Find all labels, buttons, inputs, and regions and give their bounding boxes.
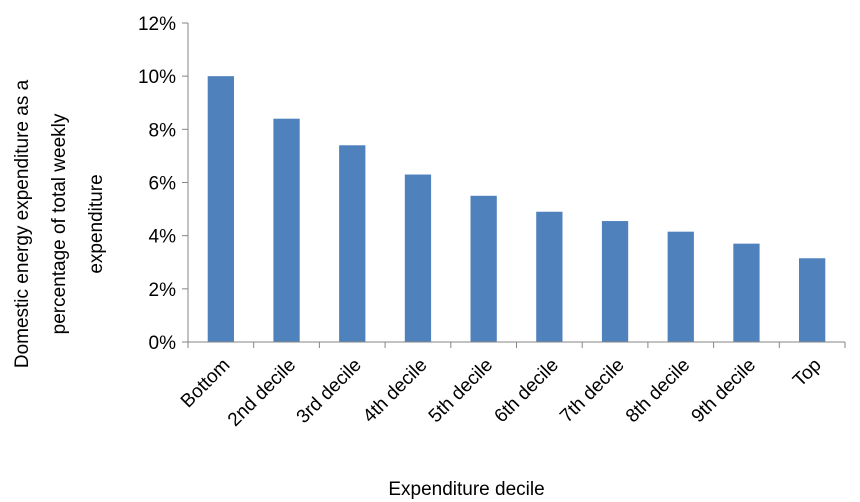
bar — [470, 195, 497, 342]
y-tick-label: 12% — [138, 14, 176, 35]
x-tick-label: 6th decile — [491, 355, 563, 427]
y-axis-title-line: expenditure — [86, 174, 107, 273]
x-axis-title: Expenditure decile — [388, 479, 544, 500]
x-tick-label: 7th decile — [556, 355, 628, 427]
x-tick-label: 8th decile — [622, 355, 694, 427]
bar — [339, 145, 366, 342]
y-axis-title: Domestic energy expenditure as a percenta… — [12, 79, 107, 368]
x-tick-label: 9th decile — [688, 355, 760, 427]
y-tick-label: 0% — [149, 333, 177, 354]
bars — [207, 76, 826, 343]
bar — [601, 221, 629, 342]
y-axis-title-line: percentage of total weekly — [49, 113, 70, 334]
bar — [733, 243, 760, 342]
bar — [207, 76, 234, 343]
y-tick-label: 2% — [149, 280, 177, 301]
y-tick-label: 8% — [149, 120, 177, 141]
y-axis-title-line: Domestic energy expenditure as a — [12, 79, 33, 368]
bar — [667, 231, 694, 342]
bar — [404, 174, 432, 342]
bar — [536, 211, 563, 342]
y-tick-label: 6% — [149, 174, 177, 195]
x-tick-label: 3rd decile — [293, 355, 366, 428]
x-tick-label: Bottom — [177, 355, 234, 412]
x-tick-label: 2nd decile — [224, 355, 300, 431]
x-tick-label: Top — [789, 355, 826, 392]
x-tick-label: 5th decile — [425, 355, 497, 427]
bar — [799, 258, 826, 342]
y-tick-label: 4% — [149, 227, 177, 248]
bar — [273, 118, 300, 342]
x-tick-label: 4th decile — [359, 355, 431, 427]
y-tick-label: 10% — [138, 67, 176, 88]
y-axis: 0% 2% 4% 6% 8% 10% 12% — [138, 14, 189, 354]
